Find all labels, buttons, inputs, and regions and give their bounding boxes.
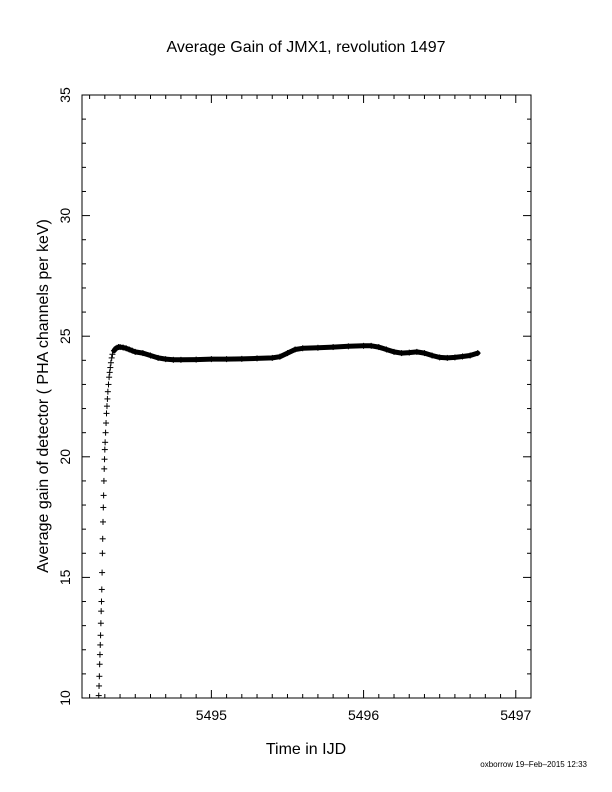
data-point (103, 410, 110, 417)
x-tick-label: 5497 (500, 707, 531, 723)
data-point (100, 492, 107, 499)
chart-title: Average Gain of JMX1, revolution 1497 (167, 39, 446, 56)
data-point (96, 673, 103, 680)
data-point (107, 359, 114, 366)
data-point (103, 403, 110, 410)
data-point (102, 429, 109, 436)
y-tick-label: 10 (57, 690, 73, 706)
footer-stamp: oxborrow 19–Feb–2015 12:33 (480, 760, 587, 769)
data-point (100, 477, 107, 484)
y-tick-label: 20 (57, 449, 73, 465)
y-tick-label: 25 (57, 328, 73, 344)
data-point (99, 535, 106, 542)
data-point (96, 682, 103, 689)
y-tick-label: 15 (57, 569, 73, 585)
data-point (97, 641, 104, 648)
data-point (97, 632, 104, 639)
data-point (105, 381, 112, 388)
data-point (96, 661, 103, 668)
plot-frame (81, 94, 532, 699)
y-tick-label: 35 (57, 87, 73, 103)
data-point (100, 504, 107, 511)
data-point (107, 364, 114, 371)
data-point (104, 395, 111, 402)
data-point (101, 446, 108, 453)
y-tick-label: 30 (57, 208, 73, 224)
data-point (106, 374, 113, 381)
y-axis: 10 15 20 25 30 35 (57, 87, 531, 706)
data-point (101, 465, 108, 472)
y-axis-label: Average gain of detector ( PHA channels … (35, 219, 52, 573)
data-point (98, 586, 105, 593)
x-axis-label: Time in IJD (266, 741, 346, 758)
x-axis: 5495 5496 5497 (89, 95, 532, 723)
data-point (98, 598, 105, 605)
data-point (108, 354, 115, 361)
data-point (100, 518, 107, 525)
data-point (104, 388, 111, 395)
data-point (96, 651, 103, 658)
data-point (102, 439, 109, 446)
data-point (97, 620, 104, 627)
data-point (106, 369, 113, 376)
data-point (95, 692, 102, 699)
data-point (98, 608, 105, 615)
data-series (95, 342, 481, 699)
data-point (99, 569, 106, 576)
data-point (99, 550, 106, 557)
x-tick-label: 5495 (196, 707, 227, 723)
x-tick-label: 5496 (348, 707, 379, 723)
data-point (101, 456, 108, 463)
dense-marker-band (111, 343, 481, 363)
data-point (103, 420, 110, 427)
